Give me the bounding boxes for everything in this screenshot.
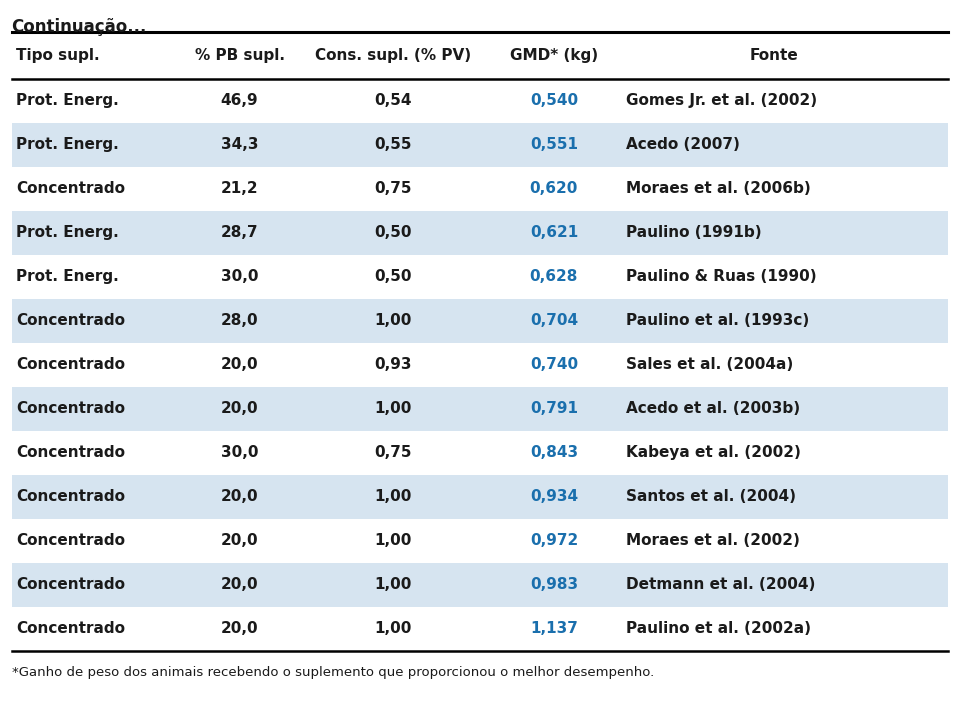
Text: 0,93: 0,93 <box>374 358 412 372</box>
Text: Acedo (2007): Acedo (2007) <box>626 137 740 152</box>
Text: 0,704: 0,704 <box>530 313 578 328</box>
Text: 20,0: 20,0 <box>221 489 258 504</box>
Text: Concentrado: Concentrado <box>16 358 126 372</box>
Bar <box>12 79 948 122</box>
Text: 1,00: 1,00 <box>374 622 412 636</box>
Text: 0,934: 0,934 <box>530 489 578 504</box>
Text: 0,972: 0,972 <box>530 534 578 548</box>
Text: 20,0: 20,0 <box>221 401 258 416</box>
Text: 0,551: 0,551 <box>530 137 578 152</box>
Text: 20,0: 20,0 <box>221 577 258 592</box>
Text: Prot. Energ.: Prot. Energ. <box>16 225 119 240</box>
Text: 30,0: 30,0 <box>221 270 258 284</box>
Bar <box>12 122 948 167</box>
Text: 0,620: 0,620 <box>530 182 578 196</box>
Text: Concentrado: Concentrado <box>16 577 126 592</box>
Text: Concentrado: Concentrado <box>16 401 126 416</box>
Text: 0,628: 0,628 <box>530 270 578 284</box>
Bar <box>12 431 948 474</box>
Text: 20,0: 20,0 <box>221 358 258 372</box>
Text: 20,0: 20,0 <box>221 622 258 636</box>
Text: 0,843: 0,843 <box>530 446 578 460</box>
Text: 1,00: 1,00 <box>374 489 412 504</box>
Text: 46,9: 46,9 <box>221 94 258 108</box>
Bar <box>12 255 948 298</box>
Text: Acedo et al. (2003b): Acedo et al. (2003b) <box>626 401 800 416</box>
Text: 0,540: 0,540 <box>530 94 578 108</box>
Text: GMD* (kg): GMD* (kg) <box>510 48 598 63</box>
Text: Concentrado: Concentrado <box>16 622 126 636</box>
Text: 20,0: 20,0 <box>221 534 258 548</box>
Bar <box>12 563 948 607</box>
Text: 1,00: 1,00 <box>374 534 412 548</box>
Bar <box>12 607 948 650</box>
Text: Concentrado: Concentrado <box>16 489 126 504</box>
Text: 0,791: 0,791 <box>530 401 578 416</box>
Text: Gomes Jr. et al. (2002): Gomes Jr. et al. (2002) <box>626 94 817 108</box>
Text: 1,00: 1,00 <box>374 401 412 416</box>
Text: 0,50: 0,50 <box>374 225 412 240</box>
Text: *Ganho de peso dos animais recebendo o suplemento que proporcionou o melhor dese: *Ganho de peso dos animais recebendo o s… <box>12 666 654 679</box>
Text: 0,740: 0,740 <box>530 358 578 372</box>
Text: Concentrado: Concentrado <box>16 446 126 460</box>
Text: Moraes et al. (2006b): Moraes et al. (2006b) <box>626 182 810 196</box>
Text: Concentrado: Concentrado <box>16 313 126 328</box>
Text: Paulino et al. (1993c): Paulino et al. (1993c) <box>626 313 809 328</box>
Text: 1,00: 1,00 <box>374 313 412 328</box>
Text: 0,983: 0,983 <box>530 577 578 592</box>
Text: 0,621: 0,621 <box>530 225 578 240</box>
Text: Prot. Energ.: Prot. Energ. <box>16 270 119 284</box>
Text: 0,55: 0,55 <box>374 137 412 152</box>
Bar <box>12 343 948 387</box>
Bar <box>12 211 948 255</box>
Text: Concentrado: Concentrado <box>16 182 126 196</box>
Text: Paulino & Ruas (1990): Paulino & Ruas (1990) <box>626 270 817 284</box>
Text: 1,137: 1,137 <box>530 622 578 636</box>
Bar <box>12 519 948 563</box>
Bar <box>12 167 948 211</box>
Text: Moraes et al. (2002): Moraes et al. (2002) <box>626 534 800 548</box>
Text: 0,75: 0,75 <box>374 182 412 196</box>
Text: 30,0: 30,0 <box>221 446 258 460</box>
Text: 0,50: 0,50 <box>374 270 412 284</box>
Text: Prot. Energ.: Prot. Energ. <box>16 94 119 108</box>
Text: % PB supl.: % PB supl. <box>195 48 284 63</box>
Bar <box>12 298 948 343</box>
Text: Sales et al. (2004a): Sales et al. (2004a) <box>626 358 793 372</box>
Text: Prot. Energ.: Prot. Energ. <box>16 137 119 152</box>
Bar <box>12 474 948 519</box>
Text: Cons. supl. (% PV): Cons. supl. (% PV) <box>315 48 471 63</box>
Text: 34,3: 34,3 <box>221 137 258 152</box>
Text: Tipo supl.: Tipo supl. <box>16 48 100 63</box>
Text: Continuação...: Continuação... <box>12 18 147 36</box>
Text: Paulino (1991b): Paulino (1991b) <box>626 225 761 240</box>
Text: 0,75: 0,75 <box>374 446 412 460</box>
Bar <box>12 387 948 431</box>
Text: 1,00: 1,00 <box>374 577 412 592</box>
Text: Paulino et al. (2002a): Paulino et al. (2002a) <box>626 622 811 636</box>
Text: Detmann et al. (2004): Detmann et al. (2004) <box>626 577 815 592</box>
Text: 0,54: 0,54 <box>374 94 412 108</box>
Text: Santos et al. (2004): Santos et al. (2004) <box>626 489 796 504</box>
Text: 28,0: 28,0 <box>221 313 258 328</box>
Text: 21,2: 21,2 <box>221 182 258 196</box>
Text: 28,7: 28,7 <box>221 225 258 240</box>
Text: Kabeya et al. (2002): Kabeya et al. (2002) <box>626 446 801 460</box>
Text: Fonte: Fonte <box>750 48 799 63</box>
Text: Concentrado: Concentrado <box>16 534 126 548</box>
